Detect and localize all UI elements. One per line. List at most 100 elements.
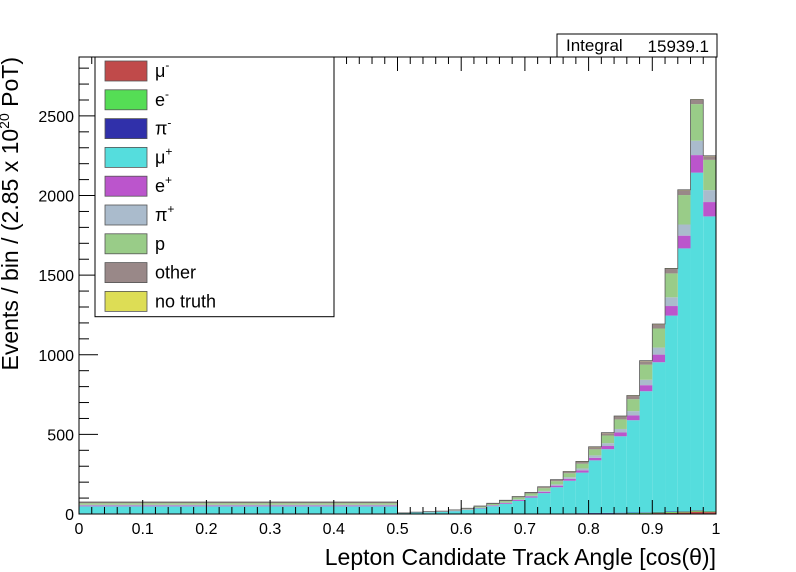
x-tick-label: 0	[75, 521, 84, 538]
x-tick-label: 0.7	[514, 521, 536, 538]
bar-other-bin-9	[499, 500, 513, 502]
legend-swatch-pi-minus	[104, 118, 148, 139]
bar-e-plus-bin-10	[512, 499, 525, 501]
bar-e-minus-bin-20	[639, 512, 653, 514]
bar-p-bin-12	[537, 488, 551, 491]
bar-mu-minus-bin-25	[703, 512, 716, 514]
bar-e-plus-bin-14	[563, 478, 576, 481]
x-tick-label: 0.3	[259, 521, 281, 538]
bar-e-plus-bin-16	[588, 457, 602, 461]
bar-mu-plus-bin-7	[473, 508, 487, 514]
bar-mu-plus-bin-2	[410, 512, 423, 514]
y-tick-label: 1000	[38, 348, 74, 365]
x-tick-label: 0.5	[386, 521, 408, 538]
legend-swatch-e-minus	[104, 89, 148, 111]
bar-e-plus-bin-21	[652, 354, 666, 363]
bar-other-bin-12	[537, 487, 551, 489]
legend: μ-e-π-μ+ e+ π+ p other no truth	[94, 56, 335, 318]
bar-e-plus-bin-12	[537, 491, 551, 494]
bar-p-bin-0	[79, 503, 398, 505]
bar-mu-plus-bin-10	[512, 500, 525, 514]
bar-e-plus-bin-8	[486, 505, 500, 507]
x-tick-label: 1	[712, 521, 721, 538]
bar-p-bin-13	[550, 481, 564, 485]
bar-other-bin-17	[601, 433, 615, 436]
bar-pi-plus-bin-16	[588, 455, 602, 458]
bar-p-bin-18	[614, 419, 627, 429]
bar-e-minus-bin-22	[665, 511, 678, 513]
bar-other-bin-13	[550, 479, 564, 482]
bar-other-bin-20	[639, 361, 653, 365]
bar-e-plus-bin-23	[677, 235, 691, 249]
legend-label-e-minus: e-	[155, 87, 169, 110]
bar-p-bin-19	[626, 399, 640, 412]
bar-other-bin-22	[665, 268, 678, 274]
legend-label-mu-minus: μ-	[155, 58, 169, 81]
bar-mu-minus-bin-24	[690, 511, 704, 514]
x-tick-label: 0.1	[132, 521, 154, 538]
legend-swatch-mu-minus	[104, 60, 148, 82]
bar-mu-minus-bin-23	[677, 512, 691, 514]
bar-e-plus-bin-13	[550, 485, 564, 488]
x-tick-label: 0.8	[577, 521, 599, 538]
bar-mu-plus-bin-15	[575, 472, 589, 514]
bar-e-plus-bin-24	[690, 155, 704, 173]
bar-mu-plus-bin-20	[639, 391, 653, 513]
bar-pi-plus-bin-22	[665, 297, 678, 307]
bar-other-bin-15	[575, 461, 589, 464]
y-tick-label: 0	[65, 507, 74, 524]
bar-other-bin-16	[588, 447, 602, 450]
bar-p-bin-24	[690, 104, 704, 141]
bar-other-bin-14	[563, 471, 576, 474]
axis-ticks: 0 0.1 0.2 0.3 0.4 0.5 0.6 0.7 0.8 0.9 1 0 500 1000 150…	[38, 57, 721, 538]
bar-pi-plus-bin-21	[652, 347, 666, 355]
bar-p-bin-21	[652, 328, 666, 348]
bar-p-bin-11	[524, 493, 538, 496]
bar-mu-plus-bin-24	[690, 172, 704, 511]
bar-mu-plus-bin-11	[524, 497, 538, 514]
legend-label-mu-plus: μ+	[155, 144, 172, 167]
y-tick-label: 2000	[38, 189, 74, 206]
bar-mu-plus-bin-5	[448, 511, 462, 514]
bar-p-bin-25	[703, 159, 716, 191]
bar-p-bin-15	[575, 463, 589, 469]
bar-p-bin-14	[563, 473, 576, 478]
bar-pi-plus-bin-25	[703, 190, 716, 203]
bar-mu-plus-bin-16	[588, 460, 602, 513]
stacked-bars	[78, 99, 717, 514]
legend-label-pi-minus: π-	[155, 116, 171, 139]
bar-e-plus-bin-18	[614, 432, 627, 437]
bar-p-bin-6	[461, 508, 474, 510]
bar-mu-plus-bin-0	[79, 506, 398, 514]
bar-mu-plus-bin-13	[550, 487, 564, 514]
bar-mu-plus-bin-6	[461, 510, 474, 514]
y-tick-label: 1500	[38, 268, 74, 285]
legend-swatch-mu-plus	[104, 146, 148, 168]
bar-mu-plus-bin-4	[435, 511, 449, 514]
bar-mu-plus-bin-21	[652, 362, 666, 512]
bar-pi-plus-bin-10	[512, 499, 525, 500]
legend-swatch-pi-plus	[104, 204, 148, 226]
bar-e-plus-bin-17	[601, 446, 615, 450]
bar-pi-plus-bin-20	[639, 379, 653, 386]
bar-pi-plus-bin-0	[79, 504, 398, 506]
bar-other-bin-23	[677, 190, 691, 196]
bar-mu-plus-bin-3	[422, 512, 436, 514]
x-tick-label: 0.4	[323, 521, 345, 538]
bar-e-plus-bin-9	[499, 503, 513, 504]
x-tick-label: 0.9	[641, 521, 663, 538]
bar-mu-minus-bin-22	[665, 512, 678, 514]
y-axis-title-part-1: Events / bin / (2.85 x 10	[0, 129, 23, 371]
bar-p-bin-16	[588, 449, 602, 456]
bar-e-plus-bin-15	[575, 470, 589, 473]
bar-e-plus-bin-19	[626, 415, 640, 421]
x-tick-label: 0.6	[450, 521, 472, 538]
bar-other-bin-21	[652, 324, 666, 329]
bar-e-plus-bin-11	[524, 496, 538, 498]
stats-box-frame	[556, 33, 718, 58]
bar-e-plus-bin-22	[665, 306, 678, 316]
bar-p-bin-10	[512, 497, 525, 500]
bar-pi-plus-bin-18	[614, 428, 627, 433]
bar-e-plus-bin-0	[79, 505, 398, 507]
